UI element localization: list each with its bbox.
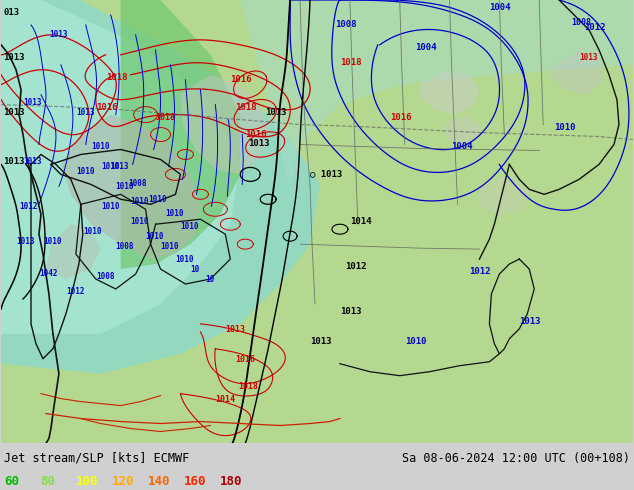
Text: 1010: 1010	[115, 182, 134, 191]
Polygon shape	[444, 115, 479, 147]
Text: 60: 60	[4, 475, 19, 488]
Text: 160: 160	[184, 475, 207, 488]
Text: 1010: 1010	[146, 232, 164, 241]
Text: 1012: 1012	[66, 287, 84, 296]
Text: 1013: 1013	[49, 30, 67, 39]
Text: 1012: 1012	[345, 262, 366, 271]
Text: 1008: 1008	[129, 179, 147, 188]
Text: 1016: 1016	[235, 355, 256, 364]
Text: 1010: 1010	[131, 217, 149, 226]
Text: 1013: 1013	[23, 157, 42, 167]
Text: 1010: 1010	[148, 196, 167, 204]
Text: 1018: 1018	[155, 113, 176, 122]
Text: 1004: 1004	[451, 143, 473, 151]
Polygon shape	[46, 224, 101, 279]
Text: 10: 10	[190, 265, 200, 274]
Polygon shape	[420, 70, 479, 115]
Text: 1010: 1010	[131, 197, 149, 206]
Text: 1014: 1014	[350, 217, 372, 226]
Text: 80: 80	[40, 475, 55, 488]
Text: 180: 180	[220, 475, 242, 488]
Text: 1013: 1013	[249, 140, 269, 148]
Text: 10: 10	[205, 275, 215, 284]
Text: 1042: 1042	[39, 269, 58, 278]
Text: 1018: 1018	[106, 73, 127, 82]
Polygon shape	[61, 115, 200, 259]
Text: 1008: 1008	[115, 242, 134, 251]
Text: 120: 120	[112, 475, 134, 488]
Text: 1016: 1016	[390, 113, 411, 122]
Text: 1018: 1018	[235, 102, 257, 112]
Text: 1012: 1012	[584, 23, 605, 32]
Text: 1010: 1010	[165, 209, 184, 218]
Text: 1010: 1010	[160, 242, 179, 251]
Text: Sa 08-06-2024 12:00 UTC (00+108): Sa 08-06-2024 12:00 UTC (00+108)	[402, 452, 630, 465]
Text: 1013: 1013	[265, 108, 287, 117]
Text: 1010: 1010	[101, 202, 119, 211]
Polygon shape	[1, 0, 240, 334]
Text: 1010: 1010	[554, 122, 576, 131]
Text: 100: 100	[76, 475, 98, 488]
Polygon shape	[120, 0, 240, 269]
Polygon shape	[1, 0, 320, 374]
Text: 013: 013	[3, 8, 19, 17]
Polygon shape	[551, 50, 604, 95]
Text: 1013: 1013	[519, 317, 541, 326]
Text: 1008: 1008	[96, 272, 114, 281]
Text: 1004: 1004	[415, 43, 436, 52]
Text: 1013: 1013	[111, 162, 129, 171]
Text: 1010: 1010	[83, 227, 101, 236]
Text: 140: 140	[148, 475, 171, 488]
Text: 1013: 1013	[579, 53, 598, 62]
Text: 1010: 1010	[101, 162, 119, 171]
Text: 1010: 1010	[43, 237, 61, 246]
Text: 1010: 1010	[91, 143, 109, 151]
Text: 1012: 1012	[19, 202, 37, 211]
Text: 1012: 1012	[469, 267, 491, 276]
Text: 1010: 1010	[176, 255, 194, 264]
Text: 1008: 1008	[335, 20, 356, 29]
Text: ○ 1013: ○ 1013	[310, 170, 342, 178]
Text: 1016: 1016	[96, 102, 117, 112]
Polygon shape	[181, 75, 270, 174]
Text: 1013: 1013	[23, 98, 42, 107]
Text: 1013: 1013	[310, 337, 332, 346]
Text: 1010: 1010	[76, 168, 94, 176]
Text: 1016: 1016	[230, 74, 252, 84]
Text: 1010: 1010	[404, 337, 426, 346]
Text: 1013: 1013	[16, 237, 34, 246]
Text: 1013: 1013	[225, 325, 245, 334]
Polygon shape	[477, 174, 529, 216]
Text: 1016: 1016	[245, 129, 267, 139]
Text: 1008: 1008	[571, 18, 591, 27]
Text: Jet stream/SLP [kts] ECMWF: Jet stream/SLP [kts] ECMWF	[4, 452, 190, 465]
Text: 1014: 1014	[216, 394, 235, 404]
Text: 1010: 1010	[181, 222, 199, 231]
Text: 1013: 1013	[76, 108, 94, 117]
Text: 1013: 1013	[3, 157, 25, 167]
Polygon shape	[240, 0, 633, 184]
Text: 1013: 1013	[340, 307, 361, 316]
Text: 1004: 1004	[489, 3, 511, 12]
Text: 1013: 1013	[3, 108, 25, 117]
Text: 1018: 1018	[238, 382, 258, 391]
Text: 1018: 1018	[340, 58, 361, 67]
Text: 1013: 1013	[3, 53, 25, 62]
